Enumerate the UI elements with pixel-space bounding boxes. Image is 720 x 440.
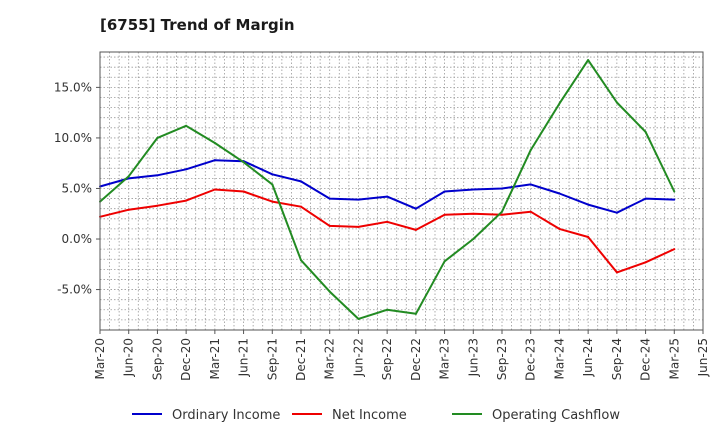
legend-label: Net Income (332, 408, 407, 423)
data-point (127, 175, 130, 178)
x-tick-label: Mar-22 (323, 338, 337, 379)
data-point (213, 159, 216, 162)
y-tick-label: 5.0% (62, 181, 93, 195)
data-point (300, 180, 302, 183)
data-point (414, 207, 417, 210)
x-tick-label: Jun-20 (122, 338, 136, 377)
data-point (615, 271, 618, 274)
data-point (443, 213, 446, 216)
data-point (644, 130, 647, 133)
data-point (587, 203, 590, 206)
data-point (213, 141, 216, 144)
data-point (673, 248, 676, 251)
data-point (558, 102, 561, 105)
data-point (615, 211, 618, 214)
data-point (529, 183, 532, 186)
x-tick-label: Dec-22 (409, 338, 423, 381)
x-tick-label: Dec-21 (294, 338, 308, 381)
data-point (615, 101, 618, 104)
data-point (472, 238, 475, 241)
data-point (644, 261, 647, 264)
x-tick-label: Jun-22 (351, 338, 365, 377)
x-tick-label: Jun-23 (466, 338, 480, 377)
data-point (501, 213, 503, 216)
data-point (271, 200, 274, 203)
data-point (414, 228, 417, 231)
data-point (185, 124, 188, 127)
data-point (529, 149, 532, 152)
data-point (127, 208, 130, 211)
y-tick-label: 15.0% (54, 80, 92, 94)
y-tick-label: -5.0% (57, 283, 92, 297)
data-point (357, 198, 360, 201)
data-point (185, 199, 188, 202)
data-point (529, 210, 532, 213)
x-tick-label: Sep-23 (495, 338, 509, 380)
data-point (501, 210, 503, 213)
data-point (673, 198, 676, 201)
data-point (472, 188, 475, 191)
data-point (156, 204, 159, 207)
x-tick-label: Mar-24 (552, 338, 566, 379)
x-tick-label: Mar-25 (667, 338, 681, 379)
data-point (156, 136, 159, 139)
data-point (587, 59, 590, 62)
data-point (328, 224, 331, 227)
legend-label: Ordinary Income (172, 408, 280, 423)
data-point (213, 188, 216, 191)
data-point (242, 161, 245, 164)
x-tick-label: Jun-24 (581, 338, 595, 377)
grid (100, 52, 703, 331)
x-tick-label: Dec-20 (179, 338, 193, 381)
data-point (443, 260, 446, 263)
x-tick-label: Dec-24 (639, 338, 653, 381)
data-point (328, 290, 331, 293)
data-point (558, 227, 561, 230)
data-point (443, 190, 446, 193)
series-lines (99, 59, 676, 320)
data-point (386, 220, 389, 223)
data-point (271, 173, 274, 176)
x-tick-label: Sep-24 (610, 338, 624, 380)
data-point (386, 195, 389, 198)
data-point (414, 312, 417, 315)
data-point (644, 197, 647, 200)
data-point (558, 192, 561, 195)
data-point (300, 259, 302, 262)
y-axis-ticks: -5.0% 0.0% 5.0% 10.0% 15.0% (54, 80, 100, 297)
x-tick-label: Mar-20 (93, 338, 107, 379)
x-axis-ticks: Mar-20 Jun-20 Sep-20 Dec-20 Mar-21 Jun-21 Sep-… (93, 330, 710, 381)
x-tick-label: Sep-20 (150, 338, 164, 380)
data-point (156, 174, 159, 177)
legend: Ordinary Income Net Income Operating Cashf… (132, 408, 620, 423)
data-point (587, 235, 590, 238)
data-point (328, 197, 331, 200)
chart-title: [6755] Trend of Margin (100, 16, 295, 34)
y-tick-label: 10.0% (54, 131, 92, 145)
x-tick-label: Sep-22 (380, 338, 394, 380)
y-tick-label: 0.0% (62, 232, 93, 246)
data-point (673, 190, 676, 193)
x-tick-label: Mar-21 (208, 338, 222, 379)
data-point (271, 183, 274, 186)
data-point (185, 168, 188, 171)
legend-label: Operating Cashflow (492, 408, 620, 423)
x-tick-label: Jun-21 (237, 338, 251, 377)
x-tick-label: Dec-23 (524, 338, 538, 381)
plot-frame (99, 51, 704, 331)
data-point (242, 190, 245, 193)
x-tick-label: Sep-21 (265, 338, 279, 380)
x-tick-label: Jun-25 (696, 338, 710, 377)
data-point (357, 225, 360, 228)
data-point (501, 187, 503, 190)
x-tick-label: Mar-23 (438, 338, 452, 379)
data-point (472, 212, 475, 215)
data-point (300, 205, 302, 208)
data-point (357, 317, 360, 320)
data-point (386, 308, 389, 311)
